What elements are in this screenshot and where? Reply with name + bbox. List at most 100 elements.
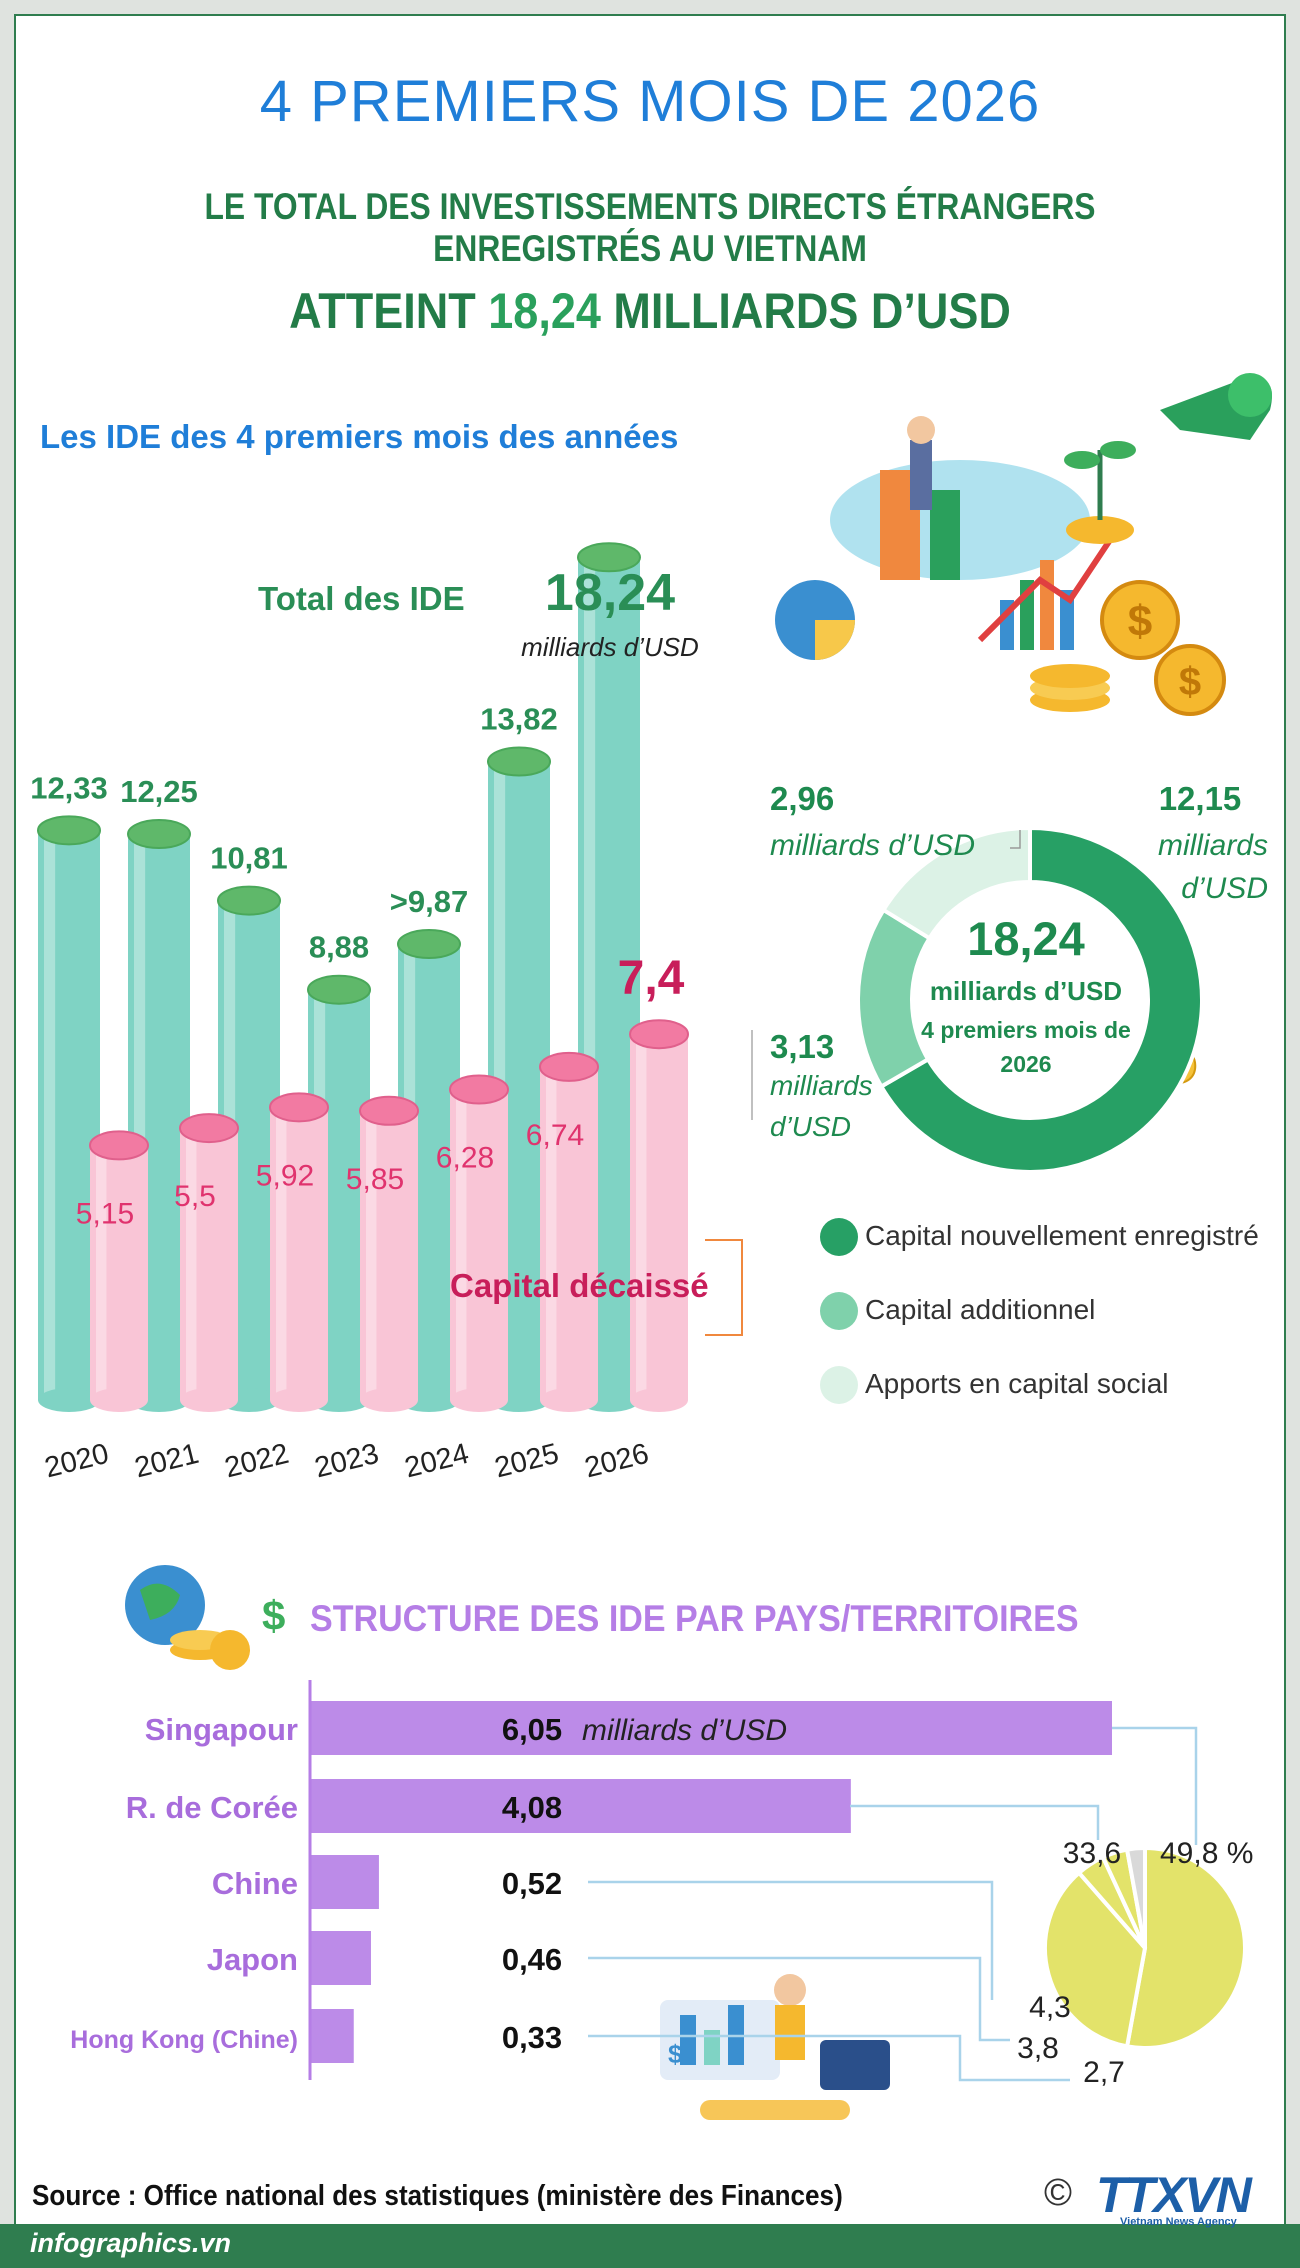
copyright-symbol: © (1044, 2172, 1072, 2214)
country-value-1: 4,08 (502, 1790, 562, 1825)
donut-label-add-value: 3,13 (770, 1028, 834, 1065)
disbursed-label-2021: 5,5 (174, 1180, 216, 1213)
year-label-2021: 2021 (132, 1438, 202, 1485)
total-label-2020: 12,33 (30, 770, 108, 805)
disbursed-bar-2022-body (270, 1107, 328, 1400)
total-label-2021: 12,25 (120, 774, 198, 809)
headline-suffix: MILLIARDS D’USD (600, 283, 1011, 339)
disbursed-bracket (705, 1239, 743, 1336)
disbursed-bar-2024 (449, 1074, 509, 1412)
disbursed-bar-2024-body (450, 1089, 508, 1400)
country-unit-note: milliards d’USD (582, 1714, 787, 1747)
year-label-2026: 2026 (582, 1438, 652, 1485)
disbursed-bar-2023-base (360, 1388, 418, 1412)
year-label-2022: 2022 (222, 1438, 292, 1485)
share-connector-0 (1112, 1726, 1198, 1845)
total-ide-label: Total des IDE (258, 580, 465, 617)
disbursed-label-2023: 5,85 (346, 1163, 404, 1196)
donut-label-new-value: 12,15 (1159, 780, 1242, 817)
total-bar-2020-shine (44, 830, 56, 1400)
total-label-2024: >9,87 (390, 884, 468, 919)
country-label-3: Japon (207, 1942, 298, 1977)
disbursed-bar-2022-base (270, 1388, 328, 1412)
donut-label-add-unit1: milliards (770, 1070, 873, 1101)
disbursed-bar-2023 (359, 1095, 419, 1412)
total-bar-2025-cap (487, 746, 551, 777)
disbursed-bar-2025-base (540, 1388, 598, 1412)
country-value-0: 6,05 (502, 1712, 562, 1747)
share-slice-4 (1124, 1845, 1147, 1949)
total-bar-2023-cap (307, 974, 371, 1005)
legend-swatch (820, 1292, 858, 1330)
section2-title: STRUCTURE DES IDE PAR PAYS/TERRITOIRES (310, 1598, 1079, 1639)
svg-text:$: $ (668, 2039, 683, 2069)
disbursed-bar-2026-base (630, 1388, 688, 1412)
legend-label: Capital nouvellement enregistré (865, 1220, 1259, 1251)
country-bar-2 (310, 1855, 379, 1909)
year-label-2020: 2020 (42, 1438, 112, 1485)
total-label-2023: 8,88 (309, 930, 369, 965)
country-bar-0 (310, 1701, 1112, 1755)
disbursed-bar-2026-body (630, 1034, 688, 1400)
svg-text:$: $ (1128, 597, 1152, 646)
disbursed-bar-2025-body (540, 1066, 598, 1400)
share-label-0: 49,8 % (1160, 1837, 1253, 1870)
disbursed-bar-2023-body (360, 1110, 418, 1400)
country-value-3: 0,46 (502, 1942, 562, 1977)
total-bar-2022-cap (217, 885, 281, 916)
country-bar-1 (310, 1779, 851, 1833)
disbursed-bar-2021-shine (186, 1128, 197, 1400)
finance-illustration: $ $ (775, 373, 1272, 716)
total-bar-2020-base (38, 1388, 100, 1412)
source-note: Source : Office national des statistique… (32, 2180, 843, 2212)
share-label-2: 4,3 (1029, 1991, 1071, 2024)
year-label-2024: 2024 (402, 1438, 472, 1485)
disbursed-bar-2021 (179, 1113, 239, 1412)
disbursed-bar-2024-shine (456, 1089, 467, 1400)
total-ide-value: 18,24 (545, 564, 675, 622)
donut-label-social-unit: milliards d’USD (770, 829, 975, 862)
disbursed-bar-2021-cap (179, 1113, 239, 1144)
total-ide-unit: milliards d’USD (521, 632, 699, 662)
total-label-2025: 13,82 (480, 702, 558, 737)
donut-label-social-value: 2,96 (770, 780, 834, 817)
disbursed-bar-2022-cap (269, 1092, 329, 1123)
donut-label-add-unit2: d’USD (770, 1111, 851, 1142)
country-label-0: Singapour (145, 1712, 298, 1747)
legend-swatch (820, 1218, 858, 1256)
disbursed-bar-2020-base (90, 1388, 148, 1412)
disbursed-bar-2022 (269, 1092, 329, 1412)
total-bar-2021-shine (134, 834, 146, 1400)
share-connector-1 (850, 1804, 1100, 1840)
disbursed-label-2025: 6,74 (526, 1119, 584, 1152)
share-label-1: 33,6 (1063, 1837, 1121, 1870)
page-title: 4 PREMIERS MOIS DE 2026 (259, 69, 1041, 134)
share-label-3: 3,8 (1017, 2032, 1059, 2065)
headline-prefix: ATTEINT (289, 283, 489, 339)
donut-center-unit: milliards d’USD (930, 976, 1122, 1006)
disbursed-bar-2022-shine (276, 1107, 287, 1400)
disbursed-bar-2024-base (450, 1388, 508, 1412)
site-url: infographics.vn (30, 2228, 232, 2258)
donut-center-value: 18,24 (967, 912, 1085, 965)
year-label-2025: 2025 (492, 1438, 562, 1485)
disbursed-bar-2026-cap (629, 1019, 689, 1050)
disbursed-bar-2025 (539, 1051, 599, 1412)
year-label-2023: 2023 (312, 1438, 382, 1485)
share-label-4: 2,7 (1083, 2056, 1125, 2089)
country-label-2: Chine (212, 1866, 298, 1901)
disbursed-bar-2026-shine (636, 1034, 647, 1400)
total-bar-2021-cap (127, 819, 191, 850)
ttxvn-logo: TTXVN (1096, 2167, 1252, 2223)
legend-label: Capital additionnel (865, 1294, 1096, 1325)
disbursed-bar-2023-shine (366, 1110, 377, 1400)
legend-swatch (820, 1366, 858, 1404)
disbursed-bar-2025-cap (539, 1051, 599, 1082)
disbursed-label-2024: 6,28 (436, 1142, 494, 1175)
total-bar-2020-body (38, 830, 100, 1400)
country-label-1: R. de Corée (126, 1790, 298, 1825)
donut-slice-2 (880, 825, 1032, 941)
donut-label-new-unit2: d’USD (1181, 872, 1268, 905)
disbursed-bar-2020 (89, 1130, 149, 1412)
disbursed-bar-2020-shine (96, 1145, 107, 1400)
